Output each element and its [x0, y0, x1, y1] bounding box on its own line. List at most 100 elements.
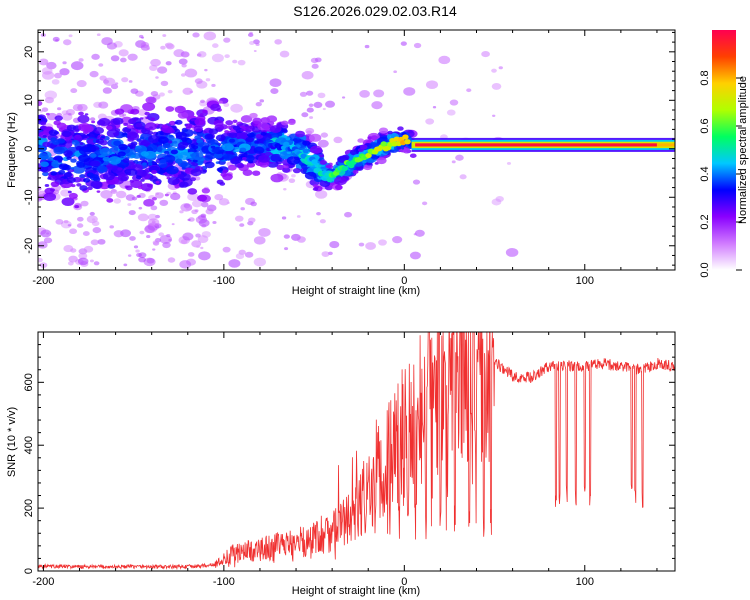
spectrogram-speckle [62, 61, 67, 65]
spectrogram-blob [128, 118, 137, 125]
colorbar: 0.0 0.2 0.4 0.6 0.8 Normalized spectral ampl… [699, 30, 749, 278]
spectrogram-speckle [150, 205, 158, 211]
spectrogram-speckle [147, 218, 160, 227]
spectrogram-blob [376, 157, 387, 165]
spectrogram-blob [98, 117, 111, 127]
spectrogram-speckle [211, 83, 216, 87]
spectrogram-blob [126, 124, 134, 129]
spectrogram-speckle [296, 236, 306, 243]
spectrogram-blob [232, 125, 241, 131]
spectrogram-speckle [63, 39, 72, 46]
spectrogram-blob [288, 119, 296, 125]
spectrogram-blob [71, 140, 80, 145]
spectrogram-speckle [179, 260, 192, 269]
spectrogram-blob [320, 164, 325, 167]
spectrogram-blob [40, 121, 47, 126]
spectrogram-blob [142, 162, 147, 166]
snr-ytick-label: 600 [23, 373, 35, 391]
spectrogram-speckle [284, 247, 289, 251]
spectrogram-blob [83, 177, 91, 183]
spectrogram-blob [309, 133, 322, 142]
spectrogram-speckle [212, 43, 219, 48]
spectrogram-speckle [83, 245, 94, 253]
spectrogram-blob [44, 183, 50, 187]
spectrogram-blob [177, 111, 189, 119]
spectrogram-blob [304, 171, 317, 180]
spectrogram-speckle [281, 216, 287, 220]
spectrogram-blob [240, 128, 245, 132]
spectrogram-ytick-label: 10 [23, 94, 35, 106]
spectrogram-blob [48, 129, 59, 136]
spectrogram-blob [147, 159, 153, 163]
spectrogram-blob [220, 172, 228, 177]
spectrogram-speckle [283, 188, 287, 191]
spectrogram-blob [61, 197, 75, 206]
spectrogram-blob [319, 160, 327, 165]
spectrogram-blob [90, 180, 103, 189]
spectrogram-speckle [325, 100, 336, 108]
spectrogram-blob [90, 153, 97, 158]
spectrogram-blob [145, 96, 157, 104]
spectrogram-blob [239, 147, 247, 153]
colorbar-tick-label: 0.4 [699, 166, 711, 181]
spectrogram-blob [223, 153, 234, 161]
spectrogram-speckle [76, 80, 87, 88]
spectrogram-blob [40, 166, 49, 172]
spectrogram-blob [309, 145, 323, 154]
spectrogram-speckle [41, 107, 49, 112]
spectrogram-blob [286, 156, 300, 165]
spectrogram-speckle [228, 259, 241, 268]
spectrogram-speckle [274, 39, 282, 45]
spectrogram-blob [142, 102, 156, 111]
spectrogram-blob [232, 119, 238, 123]
spectrogram-speckle [182, 232, 194, 241]
spectrogram-speckle [152, 248, 156, 251]
spectrogram-speckle [167, 257, 176, 263]
spectrogram-blob [378, 127, 389, 134]
colorbar-tick-label: 0.8 [699, 70, 711, 85]
spectrogram-ridge-spot [402, 134, 409, 140]
spectrogram-speckle [255, 42, 260, 46]
spectrogram-blob [99, 139, 108, 146]
spectrogram-blobs [38, 31, 519, 269]
spectrogram-blob [241, 157, 247, 161]
spectrogram-speckle [400, 41, 407, 46]
spectrogram-blob [159, 159, 167, 164]
spectrogram-blob [87, 186, 93, 191]
spectrogram-speckle [329, 240, 340, 249]
spectrogram-speckle [70, 61, 84, 71]
spectrogram-blob [225, 120, 234, 126]
spectrogram-speckle [204, 68, 208, 72]
spectrogram-blob [63, 150, 73, 157]
spectrogram-speckle [194, 176, 201, 181]
spectrogram-blob [281, 120, 289, 126]
spectrogram-blob [117, 167, 123, 171]
spectrogram-ridge-spot [404, 139, 411, 145]
spectrogram-speckle [155, 76, 159, 79]
spectrogram-speckle [425, 118, 435, 125]
spectrogram-speckle [191, 209, 198, 215]
spectrogram-blob [222, 169, 229, 174]
spectrogram-speckle [120, 57, 127, 63]
spectrogram-speckle [333, 136, 343, 144]
spectrogram-speckle [159, 199, 169, 207]
spectrogram-blob [312, 187, 319, 191]
spectrogram-blob [52, 160, 59, 165]
spectrogram-blob [135, 122, 143, 128]
spectrogram-blob [161, 124, 169, 129]
spectrogram-speckle [255, 101, 262, 107]
snr-panel: -200 -100 0 100 0 200 400 600 Height of straigh… [6, 331, 676, 597]
spectrogram-speckle [103, 77, 116, 87]
spectrogram-blob [204, 161, 215, 169]
spectrogram-blob [50, 137, 57, 142]
spectrogram-blob [155, 147, 163, 152]
spectrogram-blob [140, 178, 145, 182]
spectrogram-blob [201, 187, 211, 194]
spectrogram-ridge-spot [341, 165, 348, 172]
spectrogram-speckle [63, 71, 68, 75]
spectrogram-blob [197, 194, 208, 202]
spectrogram-blob [397, 146, 402, 150]
spectrogram-speckle [129, 236, 136, 241]
spectrogram-speckle [288, 178, 296, 184]
spectrogram-blob [247, 132, 255, 138]
